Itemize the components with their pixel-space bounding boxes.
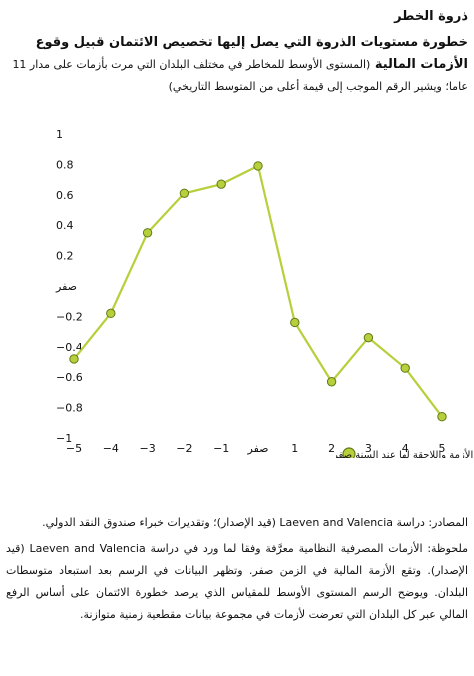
chart-legend: السنوات السابقة على الأزمة واللاحقة لها …	[332, 447, 474, 458]
chart-subtitle-description: (المستوى الأوسط للمخاطر في مختلف البلدان…	[12, 58, 468, 93]
data-point	[253, 161, 263, 171]
y-tick-label: 0.6	[56, 189, 74, 202]
data-point	[69, 354, 79, 364]
chart-header: ذروة الخطر خطورة مستويات الذروة التي يصل…	[6, 8, 468, 98]
y-tick-label: 0.8	[56, 158, 74, 171]
y-tick-label: 0.8−	[56, 402, 83, 415]
data-point	[106, 308, 116, 319]
chart-notes: المصادر: دراسة Laeven and Valencia (قيد …	[6, 512, 468, 630]
x-tick-label: صفر	[247, 442, 269, 455]
data-point	[326, 377, 337, 387]
x-tick-label: 4	[402, 442, 409, 455]
line-chart: 1 0.8 0.6 0.4 0.2 صفر 0.2− 0.4− 0.6− 0.8− 1− 5− 4− 3…	[55, 128, 474, 458]
series-points	[69, 161, 447, 422]
sources-note: المصادر: دراسة Laeven and Valencia (قيد …	[42, 516, 468, 529]
x-tick-label: 1	[291, 442, 298, 455]
data-point	[363, 332, 374, 343]
y-tick-label: 0.2−	[56, 310, 83, 323]
x-tick-label: 1−	[213, 442, 229, 455]
data-point	[290, 317, 300, 328]
x-tick-label: 2−	[176, 442, 192, 455]
method-note: ملحوظة: الأزمات المصرفية النظامية معرَّف…	[6, 542, 469, 621]
y-axis-ticks: 1 0.8 0.6 0.4 0.2 صفر 0.2− 0.4− 0.6− 0.8− 1−	[55, 128, 83, 445]
y-tick-label: صفر	[55, 280, 77, 293]
legend-marker	[342, 447, 356, 458]
x-tick-label: 4−	[103, 442, 119, 455]
x-tick-label: 5−	[66, 442, 82, 455]
y-tick-label: 0.4	[56, 219, 74, 232]
data-point	[437, 412, 447, 422]
chart-subtitle: خطورة مستويات الذروة التي يصل إليها تخصي…	[6, 32, 468, 98]
legend-label: السنوات السابقة على الأزمة واللاحقة لها …	[332, 448, 474, 458]
data-point	[216, 179, 226, 189]
x-tick-label: 2	[328, 442, 335, 455]
chart-subtitle-bold: خطورة مستويات الذروة التي يصل إليها تخصي…	[35, 35, 468, 72]
y-tick-label: 0.6−	[56, 371, 83, 384]
y-tick-label: 0.2	[56, 250, 74, 263]
x-tick-label: 3−	[139, 442, 155, 455]
y-tick-label: 0.4−	[56, 341, 83, 354]
x-tick-label: 5	[439, 442, 446, 455]
x-axis-ticks: 5− 4− 3− 2− 1− صفر 1 2 3 4 5	[66, 442, 446, 455]
data-point	[142, 228, 153, 238]
series-line	[73, 164, 443, 418]
x-tick-label: 3	[365, 442, 372, 455]
data-point	[400, 363, 410, 373]
chart-title: ذروة الخطر	[394, 9, 468, 24]
y-tick-label: 1	[56, 128, 63, 141]
data-point	[179, 188, 190, 198]
y-tick-label: 1−	[56, 432, 72, 445]
